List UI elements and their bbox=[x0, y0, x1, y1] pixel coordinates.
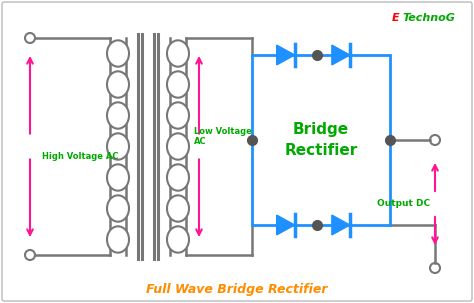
FancyBboxPatch shape bbox=[2, 2, 472, 301]
Bar bbox=[252, 55, 390, 225]
Ellipse shape bbox=[167, 133, 189, 160]
Text: Output DC: Output DC bbox=[377, 199, 430, 208]
Polygon shape bbox=[332, 215, 350, 235]
Text: TechnoG: TechnoG bbox=[402, 13, 455, 23]
Ellipse shape bbox=[107, 71, 129, 98]
Text: Bridge
Rectifier: Bridge Rectifier bbox=[284, 122, 357, 158]
Polygon shape bbox=[332, 45, 350, 65]
Ellipse shape bbox=[167, 40, 189, 67]
Ellipse shape bbox=[107, 133, 129, 160]
Text: High Voltage AC: High Voltage AC bbox=[42, 152, 118, 161]
Text: Full Wave Bridge Rectifier: Full Wave Bridge Rectifier bbox=[146, 284, 328, 297]
Polygon shape bbox=[277, 45, 295, 65]
Ellipse shape bbox=[107, 40, 129, 67]
Ellipse shape bbox=[167, 71, 189, 98]
Ellipse shape bbox=[167, 226, 189, 253]
Ellipse shape bbox=[107, 164, 129, 191]
Text: E: E bbox=[392, 13, 400, 23]
Ellipse shape bbox=[107, 195, 129, 222]
Ellipse shape bbox=[167, 195, 189, 222]
Text: Low Voltage
AC: Low Voltage AC bbox=[194, 127, 252, 146]
Polygon shape bbox=[277, 215, 295, 235]
Ellipse shape bbox=[107, 102, 129, 129]
Ellipse shape bbox=[167, 164, 189, 191]
Ellipse shape bbox=[107, 226, 129, 253]
Ellipse shape bbox=[167, 102, 189, 129]
